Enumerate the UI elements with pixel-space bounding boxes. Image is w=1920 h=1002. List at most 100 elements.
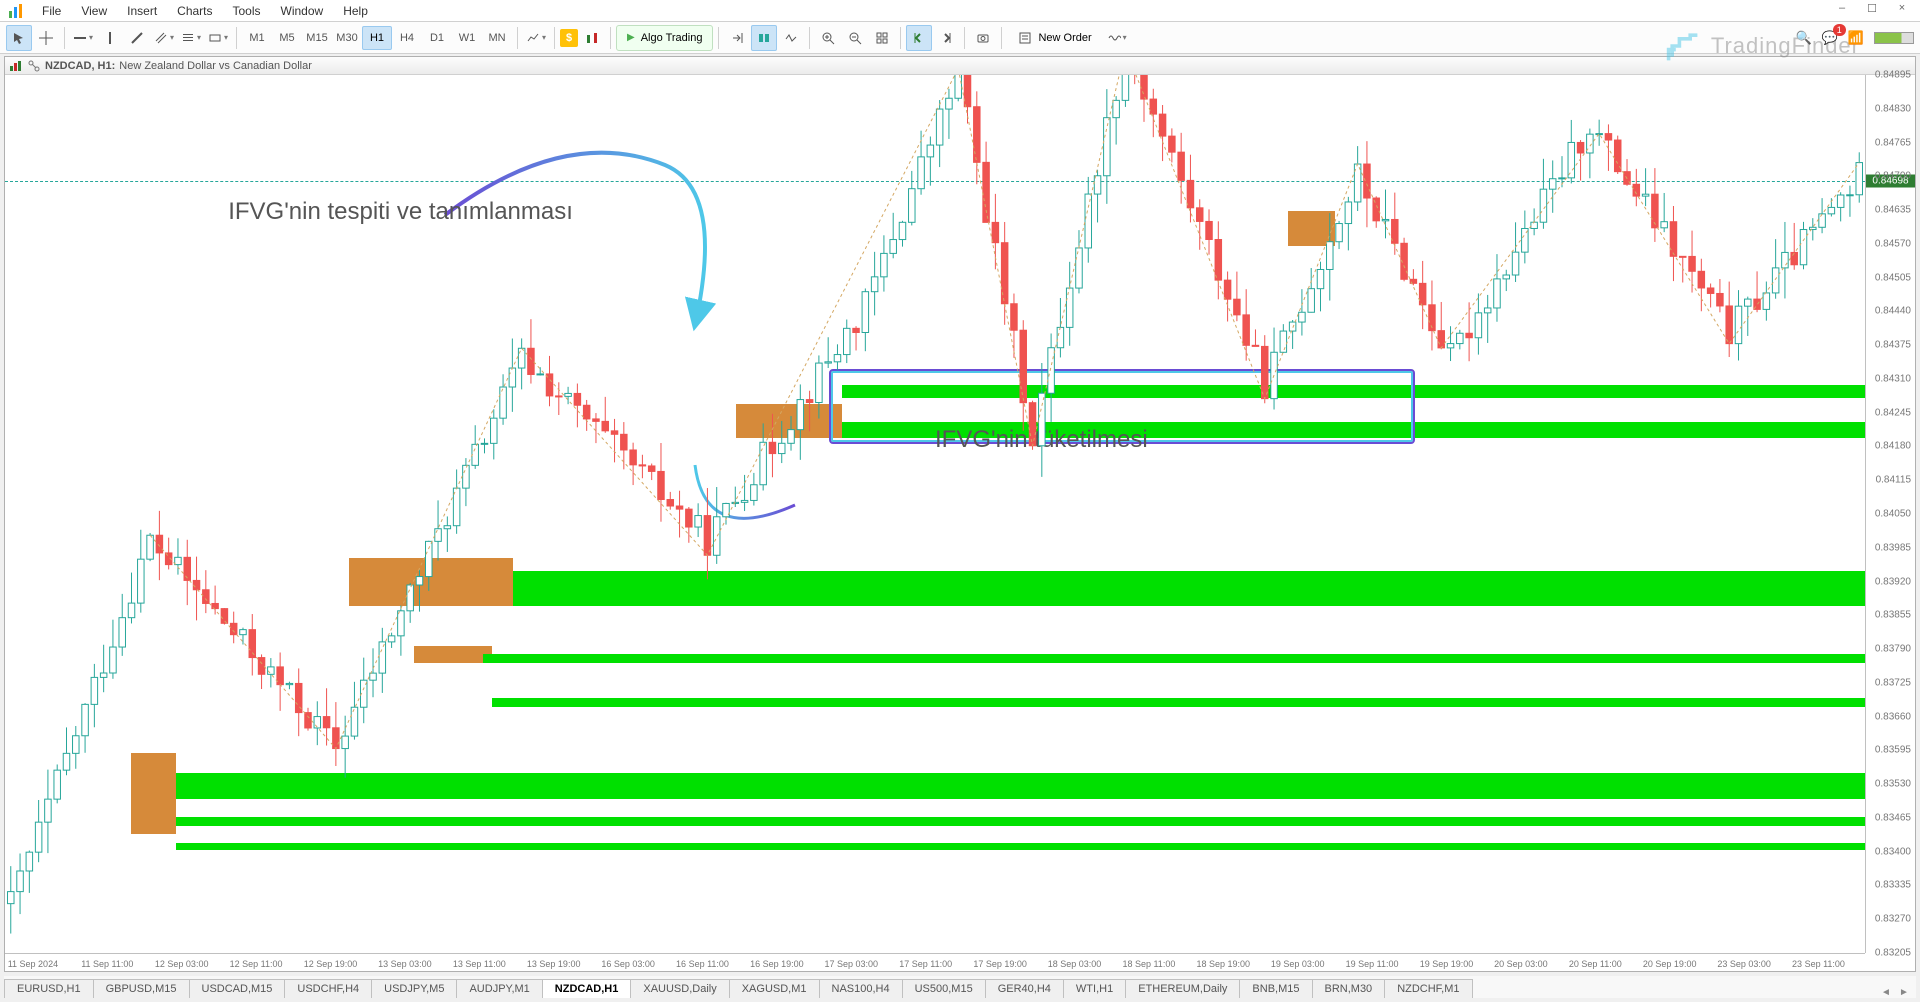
new-order-button[interactable]: New Order [1007,25,1102,51]
hline-tool-icon[interactable] [70,25,96,51]
tabs-scroll-left[interactable]: ◄ [1878,987,1894,998]
tab-audjpy-m1[interactable]: AUDJPY,M1 [456,979,542,998]
tab-ethereum-daily[interactable]: ETHEREUM,Daily [1125,979,1240,998]
tab-nzdchf-m1[interactable]: NZDCHF,M1 [1384,979,1472,998]
timeframe-mn[interactable]: MN [482,26,512,50]
timeframe-w1[interactable]: W1 [452,26,482,50]
wave-tool-icon[interactable] [1104,25,1130,51]
y-tick: 0.84895 [1875,70,1911,81]
tab-xauusd-daily[interactable]: XAUUSD,Daily [630,979,729,998]
algo-trading-button[interactable]: ▶Algo Trading [616,25,713,51]
timeframe-m5[interactable]: M5 [272,26,302,50]
menu-charts[interactable]: Charts [167,4,222,18]
timeframe-h1[interactable]: H1 [362,26,392,50]
y-tick: 0.83920 [1875,576,1911,587]
tab-usdcad-m15[interactable]: USDCAD,M15 [189,979,286,998]
menu-help[interactable]: Help [333,4,378,18]
timeframe-d1[interactable]: D1 [422,26,452,50]
tab-usdjpy-m5[interactable]: USDJPY,M5 [371,979,457,998]
chart-body[interactable]: IFVG'nin tespiti ve tanımlanmasıIFVG'nin… [5,75,1915,953]
tab-brn-m30[interactable]: BRN,M30 [1312,979,1386,998]
window-controls: – ☐ × [1828,2,1916,18]
tab-nas100-h4[interactable]: NAS100,H4 [819,979,903,998]
tab-xagusd-m1[interactable]: XAGUSD,M1 [729,979,820,998]
chart-plot[interactable]: IFVG'nin tespiti ve tanımlanmasıIFVG'nin… [5,75,1865,953]
minimize-button[interactable]: – [1828,2,1856,18]
y-tick: 0.84635 [1875,205,1911,216]
tab-ger40-h4[interactable]: GER40,H4 [985,979,1064,998]
y-tick: 0.83595 [1875,745,1911,756]
y-tick: 0.83335 [1875,880,1911,891]
link-icon[interactable] [27,59,41,73]
tab-wti-h1[interactable]: WTI,H1 [1063,979,1126,998]
tab-usdchf-h4[interactable]: USDCHF,H4 [284,979,372,998]
step-back-icon[interactable] [906,25,932,51]
indicator-icon[interactable] [778,25,804,51]
timeframe-m1[interactable]: M1 [242,26,272,50]
depth-icon[interactable] [579,25,605,51]
menu-bar: File View Insert Charts Tools Window Hel… [0,0,1920,22]
notification-icon[interactable]: 💬1 [1822,30,1838,46]
timeframe-h4[interactable]: H4 [392,26,422,50]
chart-titlebar: NZDCAD, H1: New Zealand Dollar vs Canadi… [5,57,1915,75]
channel-tool-icon[interactable] [151,25,177,51]
x-tick: 13 Sep 03:00 [378,959,432,969]
y-tick: 0.84375 [1875,340,1911,351]
y-tick: 0.84050 [1875,509,1911,520]
menu-insert[interactable]: Insert [117,4,167,18]
crosshair-tool-icon[interactable] [33,25,59,51]
x-tick: 19 Sep 11:00 [1346,959,1399,969]
cursor-tool-icon[interactable] [6,25,32,51]
y-tick: 0.84440 [1875,306,1911,317]
maximize-button[interactable]: ☐ [1858,2,1886,18]
x-tick: 12 Sep 19:00 [304,959,358,969]
chart-window: NZDCAD, H1: New Zealand Dollar vs Canadi… [4,56,1916,972]
timeframe-m15[interactable]: M15 [302,26,332,50]
tab-gbpusd-m15[interactable]: GBPUSD,M15 [93,979,190,998]
tab-eurusd-h1[interactable]: EURUSD,H1 [4,979,94,998]
shapes-tool-icon[interactable] [205,25,231,51]
grid-icon[interactable] [869,25,895,51]
new-order-label: New Order [1038,32,1091,44]
x-axis[interactable]: 11 Sep 202411 Sep 11:0012 Sep 03:0012 Se… [5,953,1865,971]
algo-label: Algo Trading [641,32,703,44]
y-tick: 0.84115 [1876,475,1911,486]
zoom-in-icon[interactable] [815,25,841,51]
y-axis[interactable]: 0.84698 0.848950.848300.847650.847000.84… [1865,75,1915,953]
x-tick: 13 Sep 19:00 [527,959,581,969]
tabs-scroll-right[interactable]: ► [1896,987,1912,998]
connection-bar[interactable] [1874,32,1914,44]
menu-file[interactable]: File [32,4,71,18]
shift-chart-icon[interactable] [724,25,750,51]
x-tick: 12 Sep 03:00 [155,959,209,969]
trendline-tool-icon[interactable] [124,25,150,51]
new-order-icon [1018,31,1032,45]
y-tick: 0.84180 [1875,441,1911,452]
menu-window[interactable]: Window [271,4,334,18]
y-tick: 0.83725 [1875,677,1911,688]
y-tick: 0.83855 [1875,610,1911,621]
step-fwd-icon[interactable] [933,25,959,51]
zoom-out-icon[interactable] [842,25,868,51]
chart-icon [9,59,23,73]
timeframe-m30[interactable]: M30 [332,26,362,50]
signal-icon[interactable]: 📶 [1848,30,1864,46]
camera-icon[interactable] [970,25,996,51]
vline-tool-icon[interactable] [97,25,123,51]
x-tick: 18 Sep 19:00 [1197,959,1251,969]
tab-us500-m15[interactable]: US500,M15 [902,979,986,998]
autoscroll-icon[interactable] [751,25,777,51]
close-button[interactable]: × [1888,2,1916,18]
chart-type-icon[interactable] [523,25,549,51]
y-tick: 0.83790 [1875,644,1911,655]
dollar-icon[interactable]: $ [560,29,578,47]
y-tick: 0.83985 [1875,542,1911,553]
menu-tools[interactable]: Tools [223,4,271,18]
menu-view[interactable]: View [71,4,117,18]
fibonacci-tool-icon[interactable] [178,25,204,51]
tab-nzdcad-h1[interactable]: NZDCAD,H1 [542,979,632,998]
y-tick: 0.83270 [1875,914,1911,925]
tab-bnb-m15[interactable]: BNB,M15 [1239,979,1312,998]
search-status-icon[interactable]: 🔍 [1795,30,1811,46]
y-tick: 0.84505 [1875,272,1911,283]
